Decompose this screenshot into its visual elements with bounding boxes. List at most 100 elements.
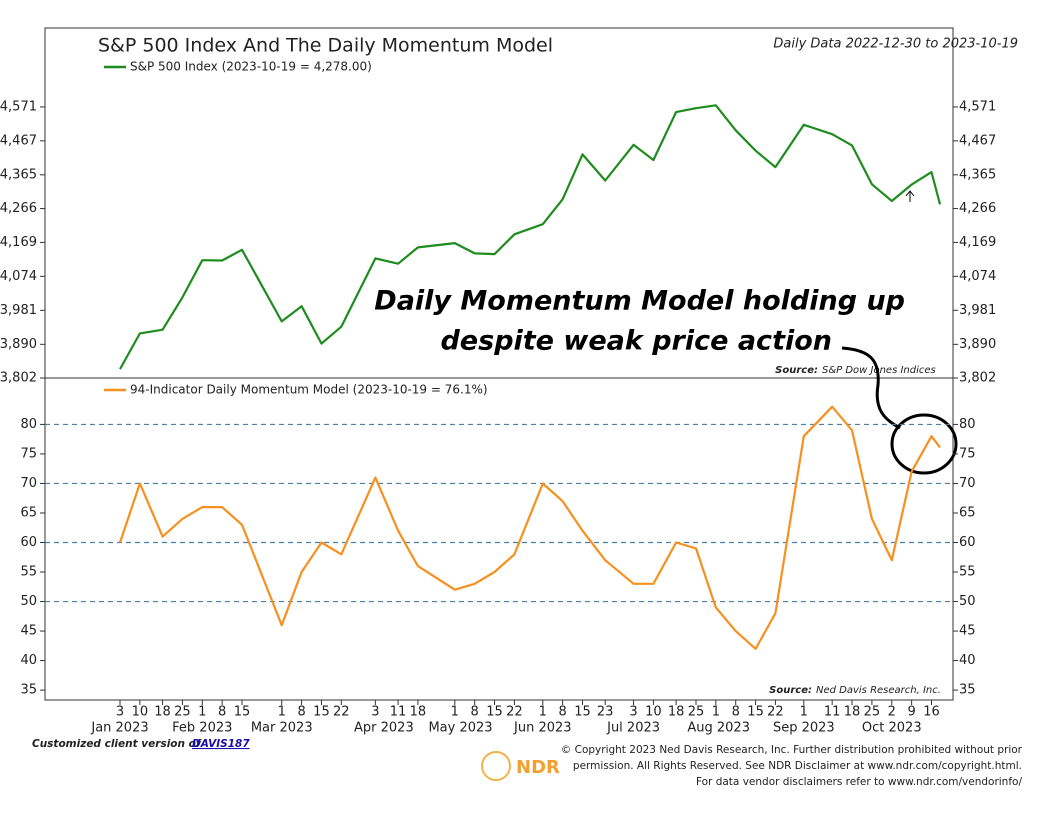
x-month-label: Jul 2023 [606, 721, 660, 736]
chart-title: S&P 500 Index And The Daily Momentum Mod… [98, 35, 553, 57]
x-month-label: Mar 2023 [251, 721, 313, 736]
y-tick-label: 60 [20, 535, 37, 550]
x-tick-label: 15 [747, 705, 764, 720]
y-tick-label: 35 [20, 683, 37, 698]
x-tick-label: 10 [645, 705, 662, 720]
y-tick-label: 4,467 [959, 133, 996, 148]
source-label: Source: [775, 365, 818, 376]
x-tick-label: 1 [198, 705, 206, 720]
x-month-label: Sep 2023 [773, 721, 835, 736]
annotation-circle [890, 413, 958, 475]
x-tick-label: 15 [313, 705, 330, 720]
copyright: © Copyright 2023 Ned Davis Research, Inc… [561, 744, 1023, 756]
y-tick-label: 45 [959, 624, 976, 639]
y-tick-label: 65 [959, 505, 976, 520]
x-tick-label: 22 [333, 705, 350, 720]
x-tick-label: 8 [297, 705, 305, 720]
logo: NDR [516, 757, 560, 778]
frame [44, 27, 954, 701]
x-month-label: Aug 2023 [687, 721, 750, 736]
x-tick-label: 23 [597, 705, 614, 720]
copyright: permission. All Rights Reserved. See NDR… [573, 760, 1022, 772]
y-tick-label: 4,571 [959, 99, 996, 114]
x-tick-label: 22 [767, 705, 784, 720]
x-tick-label: 1 [278, 705, 286, 720]
x-month-label: Oct 2023 [862, 721, 922, 736]
x-tick-label: 10 [132, 705, 149, 720]
x-month-label: Apr 2023 [354, 721, 414, 736]
x-tick-label: 15 [234, 705, 251, 720]
legend-label: 94-Indicator Daily Momentum Model (2023-… [130, 383, 488, 397]
x-tick-label: 1 [451, 705, 459, 720]
x-tick-label: 18 [668, 705, 685, 720]
x-tick-label: 8 [558, 705, 566, 720]
y-tick-label: 3,981 [0, 303, 37, 318]
x-month-label: Jun 2023 [513, 721, 572, 736]
y-tick-label: 75 [959, 446, 976, 461]
y-tick-label: 4,571 [0, 99, 37, 114]
y-tick-label: 3,802 [0, 371, 37, 386]
y-tick-label: 4,169 [959, 235, 996, 250]
y-tick-label: 70 [20, 476, 37, 491]
x-month-label: May 2023 [428, 721, 492, 736]
subtitle: Daily Data 2022-12-30 to 2023-10-19 [773, 37, 1018, 52]
x-tick-label: 11 [824, 705, 841, 720]
y-tick-label: 4,365 [959, 167, 996, 182]
y-tick-label: 3,890 [0, 337, 37, 352]
y-tick-label: 55 [20, 565, 37, 580]
x-tick-label: 9 [907, 705, 915, 720]
y-tick-label: 55 [959, 565, 976, 580]
annotation: despite weak price action [440, 326, 832, 357]
y-tick-label: 4,074 [959, 269, 996, 284]
y-tick-label: 80 [20, 417, 37, 432]
x-tick-label: 25 [688, 705, 705, 720]
x-tick-label: 11 [390, 705, 407, 720]
source-label: Source: [769, 685, 812, 696]
client-note: Customized client version of [32, 738, 202, 750]
client-link[interactable]: DAVIS187 [192, 738, 250, 750]
y-tick-label: 4,365 [0, 167, 37, 182]
y-tick-label: 60 [959, 535, 976, 550]
x-tick-label: 18 [410, 705, 427, 720]
legend-label: S&P 500 Index (2023-10-19 = 4,278.00) [130, 60, 372, 74]
y-tick-label: 3,981 [959, 303, 996, 318]
y-tick-label: 70 [959, 476, 976, 491]
x-tick-label: 22 [506, 705, 523, 720]
series-line [118, 405, 941, 650]
y-tick-label: 4,074 [0, 269, 37, 284]
y-tick-label: 4,266 [959, 201, 996, 216]
x-tick-label: 3 [371, 705, 379, 720]
y-tick-label: 4,266 [0, 201, 37, 216]
y-tick-label: 40 [20, 653, 37, 668]
x-tick-label: 8 [218, 705, 226, 720]
x-tick-label: 16 [923, 705, 940, 720]
y-tick-label: 65 [20, 505, 37, 520]
annotation: Daily Momentum Model holding up [374, 286, 905, 317]
x-tick-label: 15 [486, 705, 503, 720]
x-tick-label: 18 [844, 705, 861, 720]
x-tick-label: 1 [800, 705, 808, 720]
x-tick-label: 3 [629, 705, 637, 720]
annotation-arrow [841, 346, 901, 430]
y-tick-label: 40 [959, 653, 976, 668]
x-tick-label: 25 [864, 705, 881, 720]
y-tick-label: 3,802 [959, 371, 996, 386]
series-line [119, 104, 942, 370]
y-tick-label: 50 [20, 594, 37, 609]
arrow-icon [905, 190, 915, 202]
y-tick-label: 4,467 [0, 133, 37, 148]
y-tick-label: 3,890 [959, 337, 996, 352]
x-tick-label: 25 [174, 705, 191, 720]
x-tick-label: 8 [732, 705, 740, 720]
y-tick-label: 80 [959, 417, 976, 432]
x-month-label: Feb 2023 [172, 721, 232, 736]
y-tick-label: 75 [20, 446, 37, 461]
logo-icon [481, 751, 511, 781]
y-tick-label: 4,169 [0, 235, 37, 250]
x-tick-label: 18 [154, 705, 171, 720]
x-tick-label: 3 [116, 705, 124, 720]
y-tick-label: 45 [20, 624, 37, 639]
x-tick-label: 15 [574, 705, 591, 720]
copyright: For data vendor disclaimers refer to www… [696, 776, 1022, 788]
